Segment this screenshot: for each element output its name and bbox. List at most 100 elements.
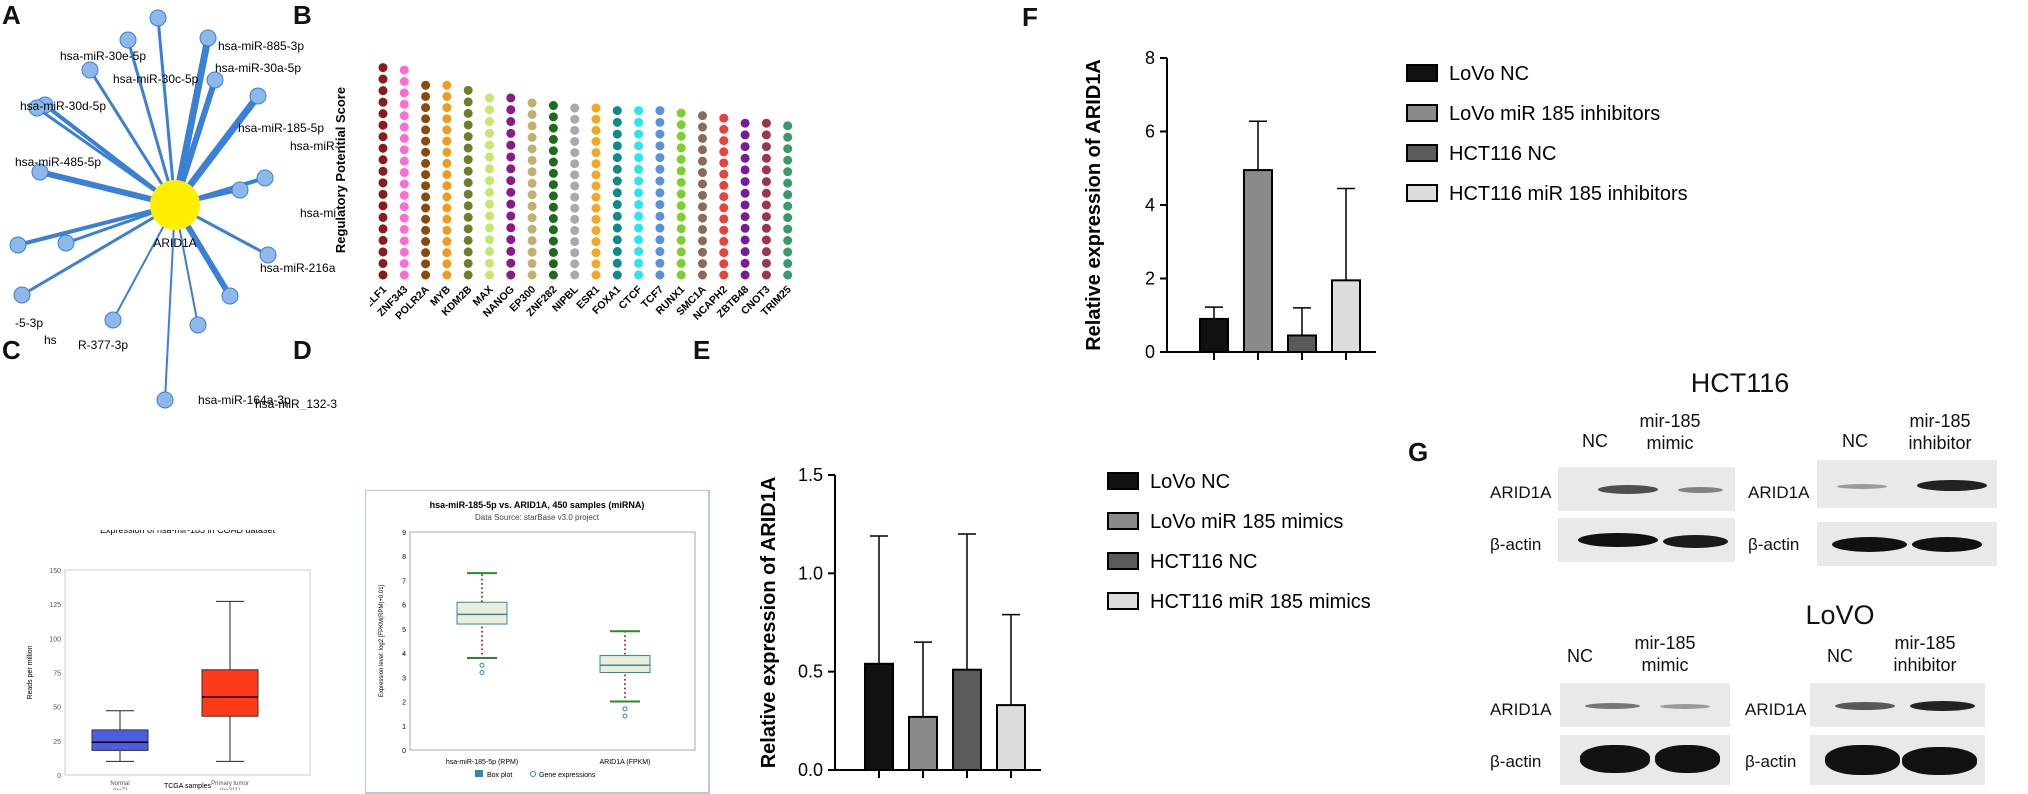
- y-tick-label: 6: [1145, 122, 1155, 142]
- network-label: hsa-miR_132-3: [255, 397, 337, 410]
- score-point: [612, 223, 622, 233]
- score-point: [612, 117, 622, 127]
- score-point: [442, 270, 452, 280]
- score-point: [698, 202, 707, 212]
- score-point: [676, 224, 686, 234]
- legend-swatch: [1107, 592, 1139, 610]
- score-point: [442, 158, 452, 168]
- mimics-bar-chart: 0.0 0.5 1.0 1.5 Relative expression of ARID1…: [758, 465, 1371, 780]
- score-point: [463, 97, 473, 107]
- score-point: [612, 258, 622, 268]
- expression-dot: [624, 691, 626, 694]
- blot-header-nc: NC: [1827, 646, 1853, 666]
- score-point: [740, 165, 750, 175]
- mirna-network: ARID1A hsa-miR-30e-5p hsa-miR-885-3p hsa…: [9, 9, 339, 410]
- group-label: hsa-miR-185-5p (RPM): [446, 759, 518, 766]
- score-point: [570, 248, 580, 258]
- score-point: [698, 213, 707, 223]
- y-tick-label: 1.5: [798, 465, 823, 485]
- blot-header-inhibitor: mir-185 inhibitor: [1908, 411, 1972, 453]
- legend-swatch: [1107, 512, 1139, 530]
- score-point: [655, 235, 665, 245]
- score-point: [421, 225, 431, 235]
- panel-letter-f: F: [1022, 2, 1038, 32]
- score-point: [442, 192, 452, 202]
- score-point: [399, 247, 409, 257]
- score-point: [378, 235, 388, 245]
- score-point: [399, 168, 409, 178]
- expression-dot: [624, 687, 626, 690]
- score-point: [634, 223, 644, 233]
- score-point: [591, 148, 601, 158]
- legend-label: LoVo miR 185 mimics: [1150, 511, 1343, 533]
- score-point: [676, 177, 686, 187]
- blot-arid1a-hct-inhibitor: [1817, 460, 1997, 508]
- score-point: [783, 132, 793, 142]
- plot-frame: [409, 531, 696, 751]
- score-point: [463, 189, 473, 199]
- score-point: [655, 106, 665, 116]
- score-point: [527, 201, 537, 211]
- score-point: [378, 212, 388, 222]
- mirna-node: [206, 71, 224, 89]
- score-point: [612, 211, 622, 221]
- box: [201, 669, 259, 717]
- score-point: [527, 167, 537, 177]
- outlier: [622, 713, 628, 719]
- y-axis-label: Regulatory Potential Score: [333, 87, 348, 253]
- lovo-title: LoVO: [1805, 600, 1875, 630]
- legend-label: LoVo miR 185 inhibitors: [1449, 103, 1660, 125]
- expression-dot: [624, 639, 626, 642]
- group-label: ARID1A (FPKM): [600, 759, 651, 766]
- expression-dot: [481, 648, 483, 651]
- score-point: [548, 168, 558, 178]
- score-point: [719, 214, 729, 224]
- score-point: [783, 247, 793, 257]
- score-point: [698, 270, 707, 280]
- score-point: [506, 164, 516, 174]
- score-point: [676, 166, 686, 176]
- plot-frame: [64, 569, 311, 776]
- score-point: [506, 152, 516, 162]
- score-point: [463, 85, 473, 95]
- score-point: [740, 200, 750, 210]
- network-edge: [156, 17, 177, 206]
- legend-label: LoVo NC: [1150, 471, 1230, 493]
- score-point: [570, 170, 580, 180]
- expression-dot: [481, 587, 483, 590]
- score-point: [783, 224, 793, 234]
- score-point: [655, 164, 665, 174]
- score-point: [399, 122, 409, 132]
- outlier: [479, 669, 485, 675]
- score-point: [655, 247, 665, 257]
- score-point: [570, 192, 580, 202]
- score-point: [761, 258, 771, 268]
- score-point: [783, 121, 793, 131]
- expression-dot: [481, 582, 483, 585]
- score-point: [591, 103, 601, 113]
- score-point: [399, 179, 409, 189]
- score-point: [570, 225, 580, 235]
- network-label: hsa-miR-185-5p: [238, 121, 324, 135]
- score-point: [740, 153, 750, 163]
- score-point: [506, 128, 516, 138]
- score-point: [485, 235, 494, 245]
- score-point: [548, 180, 558, 190]
- mirna-node: [231, 181, 249, 199]
- score-point: [591, 136, 601, 146]
- score-point: [485, 152, 494, 162]
- score-point: [378, 155, 388, 165]
- score-point: [485, 164, 494, 174]
- score-point: [761, 247, 771, 257]
- score-point: [399, 65, 409, 75]
- y-tick-label: 1.0: [798, 563, 823, 583]
- score-point: [463, 235, 473, 245]
- score-point: [548, 101, 558, 111]
- expression-dot: [481, 591, 483, 594]
- score-point: [698, 247, 707, 257]
- score-point: [655, 258, 665, 268]
- center-label: ARID1A: [153, 236, 196, 250]
- score-point: [421, 80, 431, 90]
- score-point: [655, 153, 665, 163]
- score-point: [655, 176, 665, 186]
